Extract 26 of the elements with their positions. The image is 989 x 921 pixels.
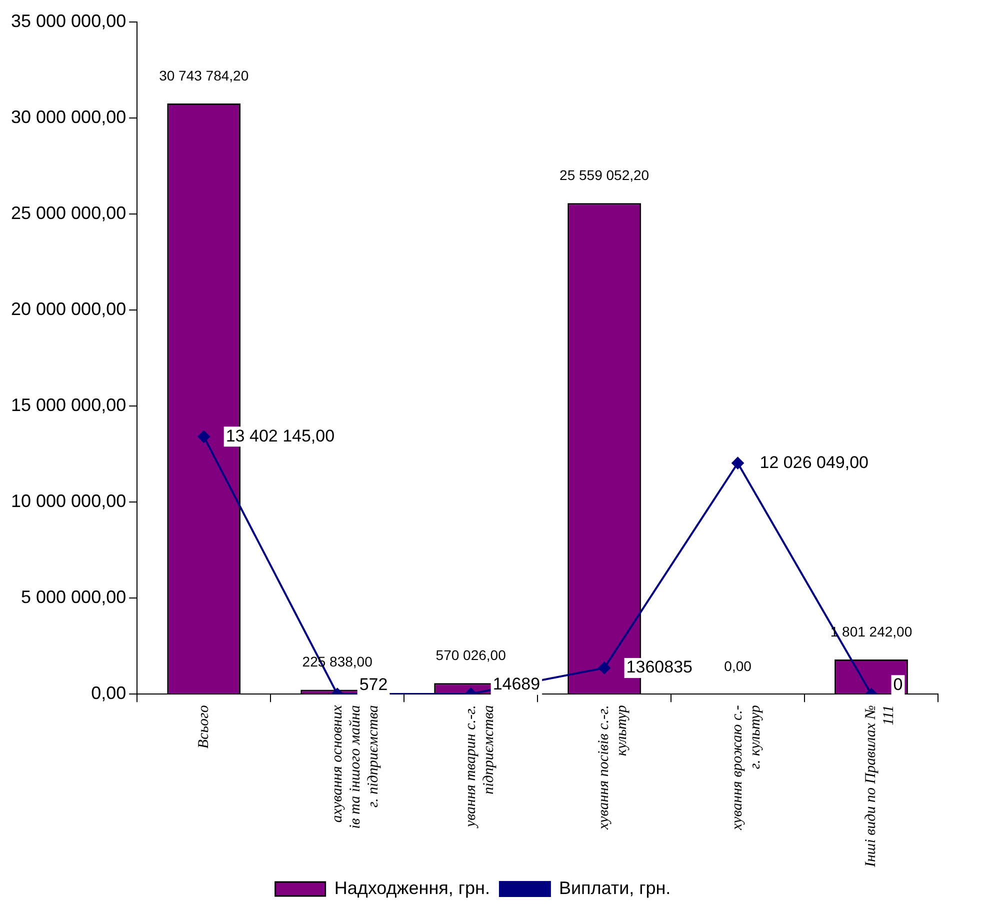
data-label: 572: [359, 674, 388, 694]
data-label: 0: [893, 674, 903, 694]
data-label: 570 026,00: [436, 647, 506, 664]
data-label: 30 743 784,20: [159, 67, 249, 84]
y-tick-label: 15 000 000,00: [10, 394, 126, 415]
data-label: 25 559 052,20: [560, 167, 650, 184]
x-tick-label: Інші види по Правилах № 111: [863, 705, 898, 868]
x-tick-label: ування тварин с.-г. підприємства: [462, 705, 497, 830]
x-tick-label: Всього: [196, 704, 212, 749]
data-label: 0,00: [724, 658, 752, 674]
y-tick-label: 5 000 000,00: [21, 587, 126, 608]
legend-label: Виплати, грн.: [558, 878, 671, 898]
y-tick-label: 10 000 000,00: [10, 490, 126, 511]
y-tick-label: 0,00: [91, 683, 126, 704]
x-tick-label: хування врожаю с.- г. культур: [730, 704, 764, 832]
data-label: 1360835: [626, 658, 692, 677]
y-tick-label: 20 000 000,00: [10, 298, 126, 319]
y-tick-label: 35 000 000,00: [10, 10, 126, 31]
x-tick-label: хування посівів с.-г. культур: [596, 704, 630, 831]
data-label: 12 026 049,00: [760, 452, 868, 472]
y-tick-label: 25 000 000,00: [10, 202, 126, 223]
y-tick-label: 30 000 000,00: [10, 106, 126, 127]
x-tick-label: ахування основних ів та іншого майна г. підприємства: [329, 704, 382, 829]
data-label: 14689: [492, 674, 540, 694]
data-label: 13 402 145,00: [226, 426, 335, 446]
legend-label: Надходження, грн.: [334, 878, 490, 898]
